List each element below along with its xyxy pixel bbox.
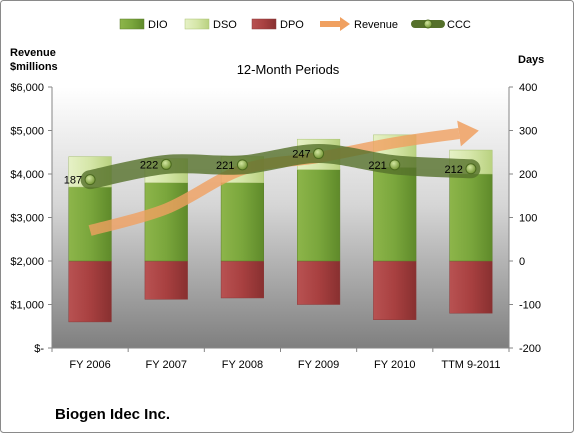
ccc-data-label: 212 bbox=[445, 164, 463, 176]
revenue-arrowhead bbox=[457, 120, 479, 147]
x-axis-ticks: FY 2006 FY 2007 FY 2008 FY 2009 FY 2010 TTM 9… bbox=[51, 348, 510, 371]
ccc-line bbox=[80, 144, 481, 190]
left-tick-label: $6,000 bbox=[10, 82, 44, 94]
ccc-point bbox=[236, 159, 248, 171]
legend-label: DSO bbox=[213, 19, 237, 31]
right-tick-label: 100 bbox=[519, 213, 537, 225]
bar-dio bbox=[220, 182, 264, 262]
x-tick-label: FY 2009 bbox=[298, 359, 339, 371]
bar-dio bbox=[297, 169, 341, 262]
bar-dio bbox=[68, 186, 112, 262]
bar-dpo bbox=[68, 260, 112, 323]
ccc-data-label: 187 bbox=[64, 175, 82, 187]
left-axis-ticks: $- $1,000 $2,000 $3,000 $4,000 $5,000 $6,000 bbox=[10, 82, 52, 355]
legend: DIO DSO DPO Revenue CCC bbox=[119, 17, 471, 31]
x-tick-label: FY 2008 bbox=[222, 359, 263, 371]
bar-dio bbox=[144, 182, 188, 262]
legend-label: DPO bbox=[280, 19, 304, 31]
ccc-data-label: 247 bbox=[292, 149, 310, 161]
left-tick-label: $4,000 bbox=[10, 169, 44, 181]
ccc-point bbox=[465, 163, 477, 175]
company-name: Biogen Idec Inc. bbox=[55, 406, 170, 423]
bar-dpo bbox=[373, 260, 417, 320]
ccc-data-label: 221 bbox=[216, 160, 234, 172]
legend-label: DIO bbox=[148, 19, 168, 31]
bar-dpo bbox=[449, 260, 493, 314]
right-tick-label: -100 bbox=[519, 300, 541, 312]
right-axis-title: Days bbox=[518, 54, 544, 66]
legend-swatch bbox=[184, 18, 210, 30]
legend-swatch-arrowhead bbox=[340, 17, 350, 31]
legend-label: CCC bbox=[447, 19, 471, 31]
legend-swatch-dot bbox=[423, 19, 433, 29]
left-tick-label: $5,000 bbox=[10, 126, 44, 138]
ccc-point bbox=[160, 158, 172, 170]
right-axis-ticks: -200 -100 0 100 200 300 400 bbox=[509, 82, 541, 355]
right-tick-label: 400 bbox=[519, 82, 537, 94]
right-tick-label: 200 bbox=[519, 169, 537, 181]
ccc-point bbox=[313, 148, 325, 160]
x-tick-label: FY 2010 bbox=[374, 359, 415, 371]
bar-dio bbox=[449, 173, 493, 262]
ccc-series: 187 222 221 247 221 212 bbox=[64, 144, 481, 190]
ccc-point bbox=[84, 174, 96, 186]
bar-dio bbox=[373, 167, 417, 262]
chart-title: 12-Month Periods bbox=[237, 62, 340, 77]
left-axis-title-line1: Revenue bbox=[10, 47, 56, 59]
left-tick-label: $- bbox=[34, 343, 44, 355]
left-tick-label: $3,000 bbox=[10, 213, 44, 225]
left-tick-label: $2,000 bbox=[10, 256, 44, 268]
legend-label: Revenue bbox=[354, 19, 398, 31]
x-tick-label: FY 2006 bbox=[69, 359, 110, 371]
left-tick-label: $1,000 bbox=[10, 300, 44, 312]
bar-dpo bbox=[297, 260, 341, 305]
legend-swatch bbox=[251, 18, 277, 30]
ccc-data-label: 222 bbox=[140, 159, 158, 171]
left-axis-title-line2: $millions bbox=[10, 61, 58, 73]
bar-dpo bbox=[220, 260, 264, 299]
bar-dpo bbox=[144, 260, 188, 300]
ccc-point bbox=[389, 159, 401, 171]
right-tick-label: -200 bbox=[519, 343, 541, 355]
ccc-data-label: 221 bbox=[368, 160, 386, 172]
x-tick-label: FY 2007 bbox=[146, 359, 187, 371]
x-tick-label: TTM 9-2011 bbox=[441, 359, 500, 371]
legend-swatch bbox=[119, 18, 145, 30]
right-tick-label: 300 bbox=[519, 126, 537, 138]
right-tick-label: 0 bbox=[519, 256, 525, 268]
